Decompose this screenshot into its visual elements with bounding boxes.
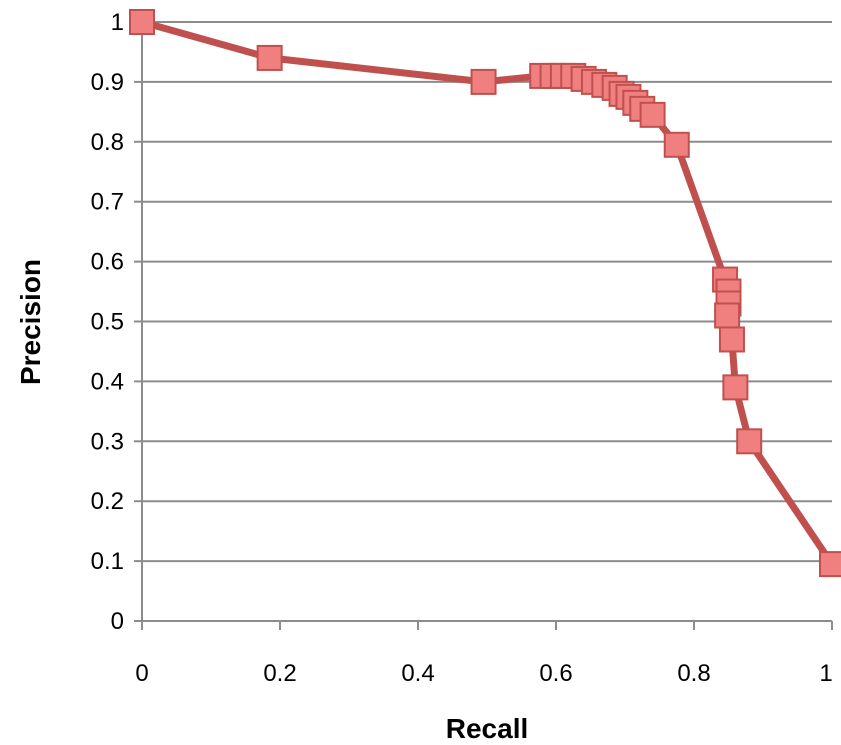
x-tick-labels: 0 0.2 0.4 0.6 0.8 1 [135,660,832,687]
data-point-1 [256,44,283,71]
axes [141,22,832,622]
y-tick-label-2: 0.2 [91,488,124,515]
y-tick-label-5: 0.5 [91,309,124,336]
y-tick-label-0: 0 [111,608,124,635]
x-tick-marks [141,621,833,630]
data-point-15 [639,101,666,128]
data-point-2 [470,68,497,95]
series-markers [129,9,841,578]
data-point-0 [129,9,155,35]
y-tick-label-6: 0.6 [91,249,124,276]
data-point-21 [718,326,745,353]
x-tick-label-3: 0.6 [539,660,572,687]
y-tick-label-10: 1 [111,9,124,36]
data-point-24 [819,551,841,578]
data-point-20 [714,302,741,329]
data-point-23 [736,428,763,455]
data-point-16 [663,131,690,158]
x-tick-label-5: 1 [819,660,832,687]
y-axis-title: Precision [15,259,46,385]
y-tick-label-7: 0.7 [91,189,124,216]
y-tick-labels: 0 0.1 0.2 0.3 0.4 0.5 0.6 0.7 0.8 0.9 1 [91,9,124,635]
data-point-22 [722,374,749,401]
y-tick-label-4: 0.4 [91,368,124,395]
y-tick-label-1: 0.1 [91,548,124,575]
x-tick-label-2: 0.4 [401,660,434,687]
x-tick-label-1: 0.2 [263,660,296,687]
y-tick-label-9: 0.9 [91,69,124,96]
x-tick-label-4: 0.8 [677,660,710,687]
y-tick-label-8: 0.8 [91,129,124,156]
x-tick-label-0: 0 [135,660,148,687]
y-tick-label-3: 0.3 [91,428,124,455]
x-axis-title: Recall [446,713,529,744]
